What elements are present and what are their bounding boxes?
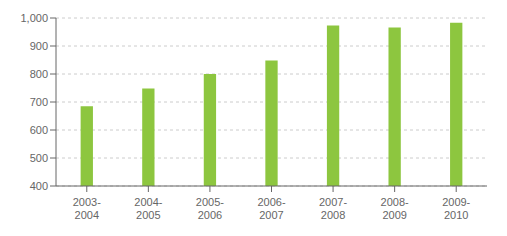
svg-text:2003-2004: 2003-2004 xyxy=(73,196,101,221)
svg-text:400: 400 xyxy=(30,180,48,192)
svg-text:900: 900 xyxy=(30,40,48,52)
svg-text:2005-2006: 2005-2006 xyxy=(196,196,224,221)
svg-text:1,000: 1,000 xyxy=(20,12,48,24)
svg-text:700: 700 xyxy=(30,96,48,108)
svg-text:600: 600 xyxy=(30,124,48,136)
svg-text:500: 500 xyxy=(30,152,48,164)
svg-text:2006-2007: 2006-2007 xyxy=(257,196,285,221)
svg-text:2009-2010: 2009-2010 xyxy=(442,196,470,221)
svg-text:2008-2009: 2008-2009 xyxy=(381,196,409,221)
svg-text:2004-2005: 2004-2005 xyxy=(134,196,162,221)
svg-text:800: 800 xyxy=(30,68,48,80)
svg-text:2007-2008: 2007-2008 xyxy=(319,196,347,221)
